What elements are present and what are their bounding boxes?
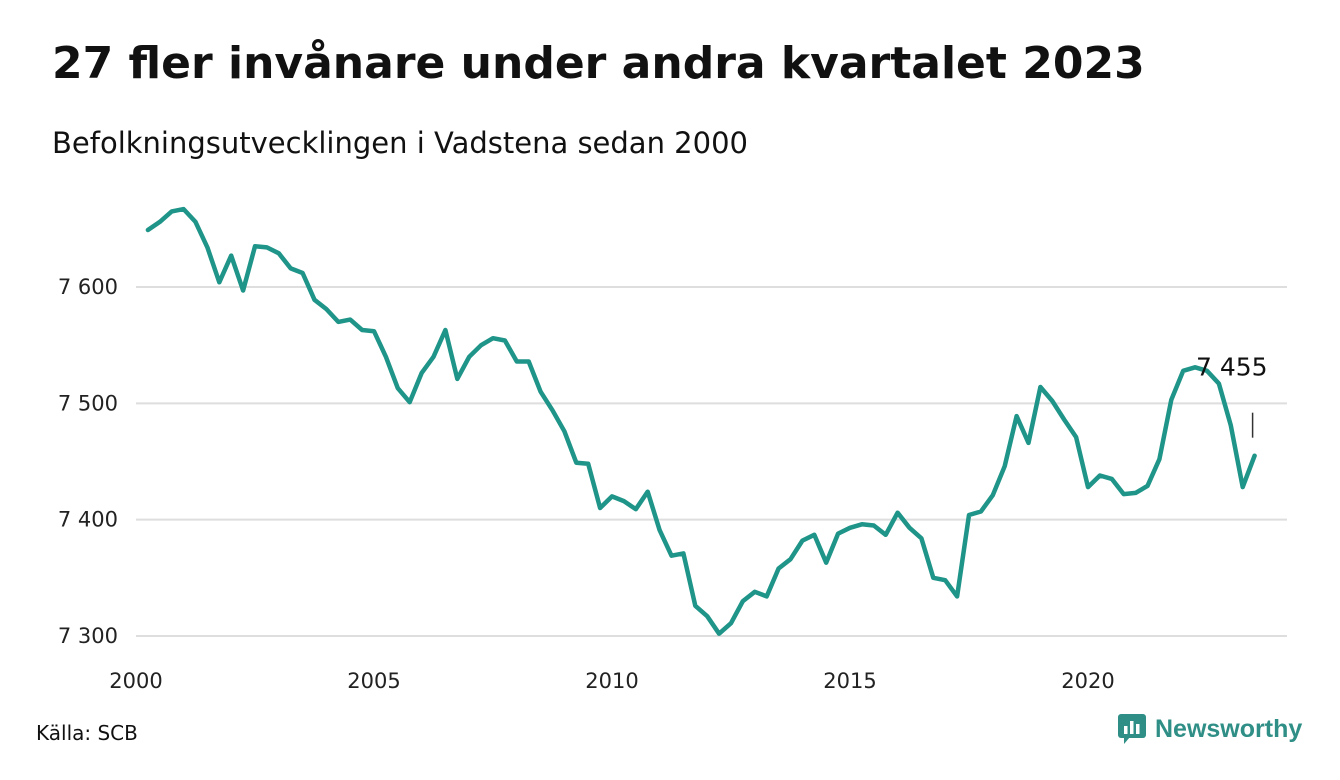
chart-title: 27 fler invånare under andra kvartalet 2… (52, 38, 1145, 89)
y-tick-label: 7 500 (58, 391, 118, 415)
x-tick-label: 2020 (1061, 669, 1114, 693)
gridlines (136, 286, 1287, 637)
end-annotation: 7 455 (1196, 353, 1268, 438)
source-note: Källa: SCB (36, 721, 138, 745)
newsworthy-logo-icon (1118, 714, 1146, 744)
y-tick-label: 7 400 (58, 508, 118, 532)
x-tick-label: 2010 (585, 669, 638, 693)
y-tick-label: 7 600 (58, 275, 118, 299)
end-value-label: 7 455 (1196, 353, 1268, 382)
x-tick-label: 2005 (347, 669, 400, 693)
x-tick-label: 2000 (109, 669, 162, 693)
series-group (145, 206, 1257, 636)
y-axis-ticks: 7 300 7 400 7 500 7 600 (58, 275, 118, 648)
x-tick-label: 2015 (823, 669, 876, 693)
brand-logo: Newsworthy (1117, 713, 1302, 745)
series-line (145, 206, 1257, 636)
chart-subtitle: Befolkningsutvecklingen i Vadstena sedan… (52, 126, 748, 160)
x-axis-ticks: 2000 2005 2010 2015 2020 (109, 669, 1114, 693)
brand-name: Newsworthy (1155, 714, 1303, 743)
y-tick-label: 7 300 (58, 624, 118, 648)
